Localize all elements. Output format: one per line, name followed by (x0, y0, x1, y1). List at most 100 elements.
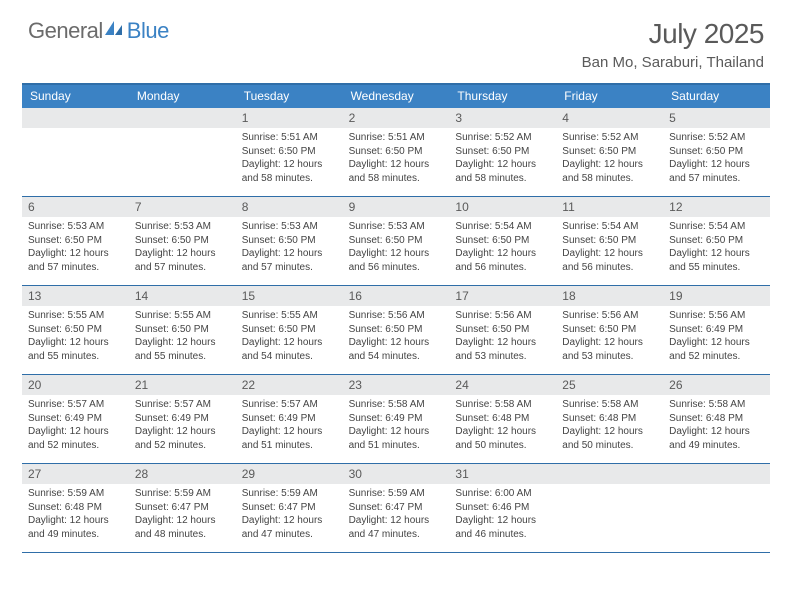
day-cell: 6Sunrise: 5:53 AMSunset: 6:50 PMDaylight… (22, 197, 129, 285)
sunrise-line: Sunrise: 5:56 AM (562, 309, 657, 323)
day-cell: 23Sunrise: 5:58 AMSunset: 6:49 PMDayligh… (343, 375, 450, 463)
sunrise-line: Sunrise: 5:59 AM (135, 487, 230, 501)
day-body: Sunrise: 5:56 AMSunset: 6:49 PMDaylight:… (663, 306, 770, 367)
day-number: 8 (236, 197, 343, 217)
sunset-line: Sunset: 6:49 PM (135, 412, 230, 426)
sunset-line: Sunset: 6:47 PM (135, 501, 230, 515)
day-cell: 22Sunrise: 5:57 AMSunset: 6:49 PMDayligh… (236, 375, 343, 463)
sunset-line: Sunset: 6:50 PM (349, 323, 444, 337)
day-body: Sunrise: 5:52 AMSunset: 6:50 PMDaylight:… (663, 128, 770, 189)
day-cell: 7Sunrise: 5:53 AMSunset: 6:50 PMDaylight… (129, 197, 236, 285)
day-cell: 10Sunrise: 5:54 AMSunset: 6:50 PMDayligh… (449, 197, 556, 285)
day-body: Sunrise: 5:55 AMSunset: 6:50 PMDaylight:… (22, 306, 129, 367)
day-body: Sunrise: 5:52 AMSunset: 6:50 PMDaylight:… (449, 128, 556, 189)
daylight-line: Daylight: 12 hours and 57 minutes. (135, 247, 230, 274)
day-number (22, 108, 129, 128)
sunset-line: Sunset: 6:47 PM (242, 501, 337, 515)
sunset-line: Sunset: 6:48 PM (669, 412, 764, 426)
sunset-line: Sunset: 6:48 PM (28, 501, 123, 515)
day-cell: 13Sunrise: 5:55 AMSunset: 6:50 PMDayligh… (22, 286, 129, 374)
weekday-header-row: Sunday Monday Tuesday Wednesday Thursday… (22, 85, 770, 108)
sunrise-line: Sunrise: 5:59 AM (242, 487, 337, 501)
logo-sail-icon (103, 19, 125, 37)
daylight-line: Daylight: 12 hours and 52 minutes. (28, 425, 123, 452)
sunrise-line: Sunrise: 5:56 AM (669, 309, 764, 323)
daylight-line: Daylight: 12 hours and 49 minutes. (28, 514, 123, 541)
day-body: Sunrise: 5:58 AMSunset: 6:48 PMDaylight:… (663, 395, 770, 456)
sunset-line: Sunset: 6:48 PM (455, 412, 550, 426)
day-number: 15 (236, 286, 343, 306)
daylight-line: Daylight: 12 hours and 52 minutes. (135, 425, 230, 452)
sunset-line: Sunset: 6:50 PM (242, 145, 337, 159)
calendar: Sunday Monday Tuesday Wednesday Thursday… (22, 83, 770, 553)
day-cell: 20Sunrise: 5:57 AMSunset: 6:49 PMDayligh… (22, 375, 129, 463)
sunrise-line: Sunrise: 6:00 AM (455, 487, 550, 501)
weekday-header: Sunday (22, 85, 129, 108)
daylight-line: Daylight: 12 hours and 58 minutes. (242, 158, 337, 185)
daylight-line: Daylight: 12 hours and 56 minutes. (349, 247, 444, 274)
day-number: 29 (236, 464, 343, 484)
day-cell: 26Sunrise: 5:58 AMSunset: 6:48 PMDayligh… (663, 375, 770, 463)
sunrise-line: Sunrise: 5:53 AM (135, 220, 230, 234)
sunrise-line: Sunrise: 5:59 AM (349, 487, 444, 501)
day-number: 2 (343, 108, 450, 128)
day-cell: 29Sunrise: 5:59 AMSunset: 6:47 PMDayligh… (236, 464, 343, 552)
sunrise-line: Sunrise: 5:58 AM (562, 398, 657, 412)
day-body: Sunrise: 5:58 AMSunset: 6:49 PMDaylight:… (343, 395, 450, 456)
sunset-line: Sunset: 6:49 PM (349, 412, 444, 426)
sunset-line: Sunset: 6:50 PM (28, 323, 123, 337)
day-cell (663, 464, 770, 552)
sunrise-line: Sunrise: 5:56 AM (349, 309, 444, 323)
sunset-line: Sunset: 6:49 PM (28, 412, 123, 426)
day-body: Sunrise: 5:53 AMSunset: 6:50 PMDaylight:… (129, 217, 236, 278)
day-number: 23 (343, 375, 450, 395)
day-cell: 28Sunrise: 5:59 AMSunset: 6:47 PMDayligh… (129, 464, 236, 552)
sunset-line: Sunset: 6:50 PM (455, 323, 550, 337)
sunrise-line: Sunrise: 5:58 AM (349, 398, 444, 412)
sunrise-line: Sunrise: 5:52 AM (455, 131, 550, 145)
sunrise-line: Sunrise: 5:58 AM (455, 398, 550, 412)
sunrise-line: Sunrise: 5:51 AM (349, 131, 444, 145)
sunrise-line: Sunrise: 5:52 AM (669, 131, 764, 145)
sunrise-line: Sunrise: 5:58 AM (669, 398, 764, 412)
day-number: 11 (556, 197, 663, 217)
sunset-line: Sunset: 6:48 PM (562, 412, 657, 426)
daylight-line: Daylight: 12 hours and 58 minutes. (349, 158, 444, 185)
day-number: 18 (556, 286, 663, 306)
day-number: 31 (449, 464, 556, 484)
header: General Blue July 2025 Ban Mo, Saraburi,… (0, 0, 792, 79)
daylight-line: Daylight: 12 hours and 58 minutes. (455, 158, 550, 185)
sunrise-line: Sunrise: 5:55 AM (242, 309, 337, 323)
weekday-header: Tuesday (236, 85, 343, 108)
sunset-line: Sunset: 6:50 PM (349, 145, 444, 159)
day-cell: 14Sunrise: 5:55 AMSunset: 6:50 PMDayligh… (129, 286, 236, 374)
day-number (663, 464, 770, 484)
day-number: 12 (663, 197, 770, 217)
daylight-line: Daylight: 12 hours and 50 minutes. (562, 425, 657, 452)
weekday-header: Monday (129, 85, 236, 108)
daylight-line: Daylight: 12 hours and 52 minutes. (669, 336, 764, 363)
day-cell: 4Sunrise: 5:52 AMSunset: 6:50 PMDaylight… (556, 108, 663, 196)
day-body: Sunrise: 5:53 AMSunset: 6:50 PMDaylight:… (343, 217, 450, 278)
day-cell: 9Sunrise: 5:53 AMSunset: 6:50 PMDaylight… (343, 197, 450, 285)
daylight-line: Daylight: 12 hours and 56 minutes. (455, 247, 550, 274)
day-cell: 5Sunrise: 5:52 AMSunset: 6:50 PMDaylight… (663, 108, 770, 196)
day-number: 21 (129, 375, 236, 395)
day-cell: 24Sunrise: 5:58 AMSunset: 6:48 PMDayligh… (449, 375, 556, 463)
sunset-line: Sunset: 6:50 PM (28, 234, 123, 248)
weekday-header: Thursday (449, 85, 556, 108)
day-number: 20 (22, 375, 129, 395)
daylight-line: Daylight: 12 hours and 58 minutes. (562, 158, 657, 185)
day-cell: 27Sunrise: 5:59 AMSunset: 6:48 PMDayligh… (22, 464, 129, 552)
day-body: Sunrise: 6:00 AMSunset: 6:46 PMDaylight:… (449, 484, 556, 545)
day-cell: 18Sunrise: 5:56 AMSunset: 6:50 PMDayligh… (556, 286, 663, 374)
sunrise-line: Sunrise: 5:53 AM (349, 220, 444, 234)
sunset-line: Sunset: 6:50 PM (135, 234, 230, 248)
week-row: 1Sunrise: 5:51 AMSunset: 6:50 PMDaylight… (22, 108, 770, 197)
daylight-line: Daylight: 12 hours and 54 minutes. (242, 336, 337, 363)
daylight-line: Daylight: 12 hours and 55 minutes. (669, 247, 764, 274)
day-body: Sunrise: 5:54 AMSunset: 6:50 PMDaylight:… (556, 217, 663, 278)
day-body: Sunrise: 5:53 AMSunset: 6:50 PMDaylight:… (236, 217, 343, 278)
day-number: 3 (449, 108, 556, 128)
sunset-line: Sunset: 6:50 PM (135, 323, 230, 337)
